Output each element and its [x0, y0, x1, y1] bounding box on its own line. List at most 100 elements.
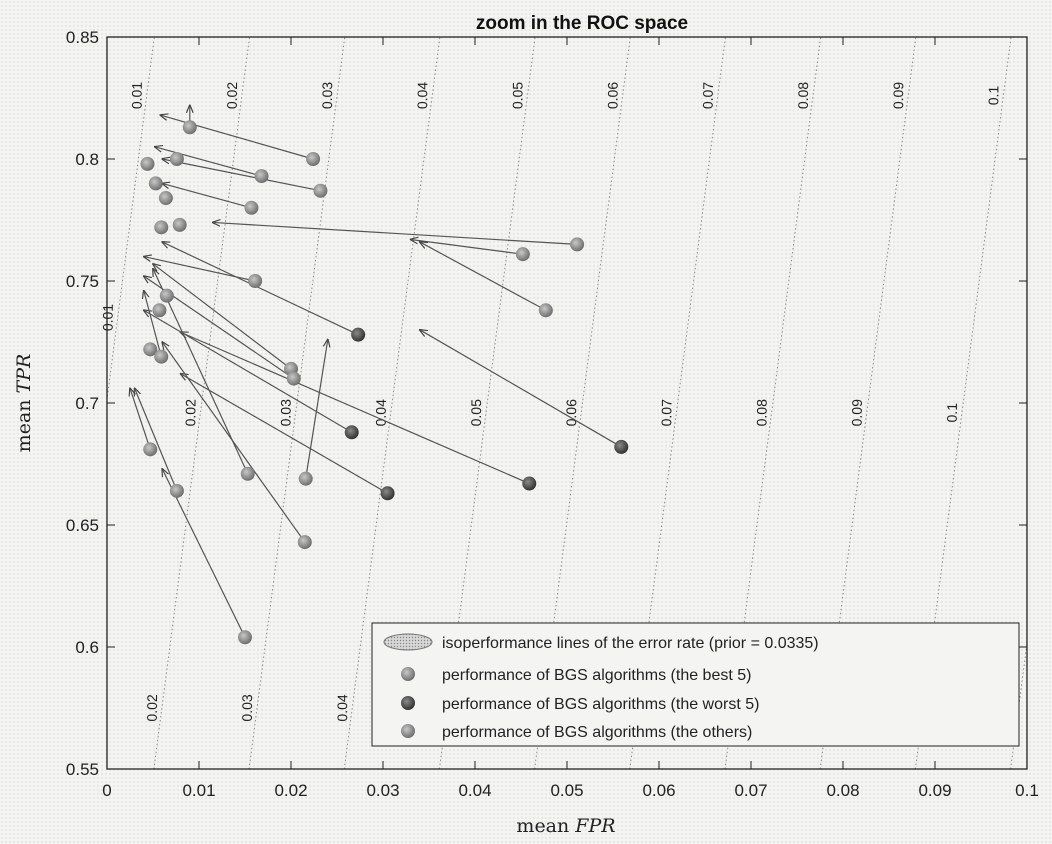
- data-point-best: [149, 176, 163, 190]
- data-point-others: [238, 630, 252, 644]
- isoperformance-label: 0.03: [319, 82, 335, 110]
- legend-best-marker: [401, 667, 415, 681]
- isoperformance-label: 0.05: [468, 399, 484, 427]
- improvement-arrow: [135, 388, 177, 490]
- x-tick-label: 0.07: [734, 781, 767, 800]
- isoperformance-label: 0.02: [182, 399, 198, 427]
- isoperformance-label: 0.03: [239, 694, 255, 722]
- y-tick-label: 0.6: [75, 638, 99, 657]
- isoperformance-label: 0.09: [890, 82, 906, 110]
- data-point-others: [570, 237, 584, 251]
- data-point-others: [241, 467, 255, 481]
- isoperformance-label: 0.1: [944, 403, 960, 423]
- data-point-best: [140, 157, 154, 171]
- isoperformance-label: 0.07: [700, 82, 716, 110]
- legend-item-worst: performance of BGS algorithms (the worst…: [442, 696, 759, 713]
- data-point-worst: [345, 425, 359, 439]
- data-point-others: [299, 472, 313, 486]
- x-axis-label-var: FPR: [574, 815, 615, 837]
- improvement-arrow: [162, 242, 358, 335]
- data-point-others: [244, 201, 258, 215]
- data-point-others: [539, 303, 553, 317]
- y-axis-label-prefix: mean: [13, 393, 35, 452]
- isoperformance-label: 0.08: [753, 399, 769, 427]
- improvement-arrows: [130, 105, 621, 637]
- legend-item-others: performance of BGS algorithms (the other…: [442, 724, 752, 741]
- isoperformance-label: 0.04: [414, 82, 430, 110]
- isoperformance-line: [249, 37, 345, 769]
- data-point-others: [152, 303, 166, 317]
- y-tick-label: 0.8: [75, 150, 99, 169]
- data-point-others: [248, 274, 262, 288]
- x-tick-label: 0.06: [642, 781, 675, 800]
- data-point-others: [160, 289, 174, 303]
- x-tick-label: 0.1: [1015, 781, 1039, 800]
- data-point-others: [298, 535, 312, 549]
- legend-iso-swatch: [384, 634, 432, 650]
- y-tick-label: 0.7: [75, 394, 99, 413]
- x-tick-label: 0.03: [366, 781, 399, 800]
- x-tick-label: 0.02: [274, 781, 307, 800]
- legend-item-best: performance of BGS algorithms (the best …: [442, 667, 751, 684]
- y-axis-label-var: TPR: [13, 354, 35, 394]
- y-tick-label: 0.65: [66, 516, 99, 535]
- isoperformance-label: 0.1: [985, 85, 1001, 105]
- isoperformance-label: 0.05: [509, 82, 525, 110]
- x-tick-label: 0.05: [550, 781, 583, 800]
- data-point-worst: [381, 486, 395, 500]
- improvement-arrow: [153, 264, 291, 369]
- legend-others-marker: [401, 724, 415, 738]
- isoperformance-label: 0.07: [658, 399, 674, 427]
- data-point-best: [159, 191, 173, 205]
- data-point-others: [170, 484, 184, 498]
- isoperformance-label: 0.04: [373, 399, 389, 427]
- y-tick-label: 0.55: [66, 760, 99, 779]
- data-point-worst: [614, 440, 628, 454]
- data-point-others: [154, 350, 168, 364]
- isoperformance-label: 0.02: [224, 82, 240, 110]
- isoperformance-label: 0.08: [795, 82, 811, 110]
- improvement-arrow: [144, 257, 255, 281]
- data-point-others: [255, 169, 269, 183]
- data-point-others: [306, 152, 320, 166]
- isoperformance-label: 0.01: [129, 82, 145, 110]
- data-point-worst: [351, 328, 365, 342]
- data-point-others: [287, 372, 301, 386]
- data-point-others: [183, 120, 197, 134]
- isoperformance-label: 0.09: [849, 399, 865, 427]
- x-axis-label: mean FPR: [516, 815, 615, 837]
- isoperformance-label: 0.02: [144, 694, 160, 722]
- y-tick-label: 0.75: [66, 272, 99, 291]
- improvement-arrow: [162, 183, 251, 207]
- x-tick-label: 0.01: [182, 781, 215, 800]
- improvement-arrow: [160, 115, 313, 159]
- y-axis-label: mean TPR: [13, 354, 35, 453]
- improvement-arrow: [144, 310, 352, 432]
- data-point-others: [143, 442, 157, 456]
- x-tick-label: 0.08: [826, 781, 859, 800]
- isoperformance-label: 0.03: [277, 399, 293, 427]
- isoperformance-label: 0.04: [334, 694, 350, 722]
- legend: isoperformance lines of the error rate (…: [372, 623, 1019, 746]
- improvement-arrow: [162, 159, 320, 191]
- data-point-best: [170, 152, 184, 166]
- data-points: [140, 120, 628, 644]
- y-tick-label: 0.85: [66, 28, 99, 47]
- x-tick-label: 0.04: [458, 781, 491, 800]
- improvement-arrow: [213, 222, 577, 244]
- improvement-arrow: [306, 340, 328, 479]
- data-point-best: [154, 220, 168, 234]
- legend-worst-marker: [401, 696, 415, 710]
- data-point-worst: [522, 477, 536, 491]
- legend-item-iso: isoperformance lines of the error rate (…: [442, 635, 819, 652]
- isoperformance-line: [154, 37, 250, 769]
- chart-title: zoom in the ROC space: [476, 13, 688, 34]
- isoperformance-label: 0.01: [100, 304, 116, 332]
- x-tick-label: 0.09: [918, 781, 951, 800]
- x-tick-label: 0: [102, 781, 111, 800]
- isoperformance-label: 0.06: [604, 82, 620, 110]
- x-axis-label-prefix: mean: [516, 815, 575, 837]
- data-point-others: [313, 184, 327, 198]
- improvement-arrow: [420, 330, 621, 447]
